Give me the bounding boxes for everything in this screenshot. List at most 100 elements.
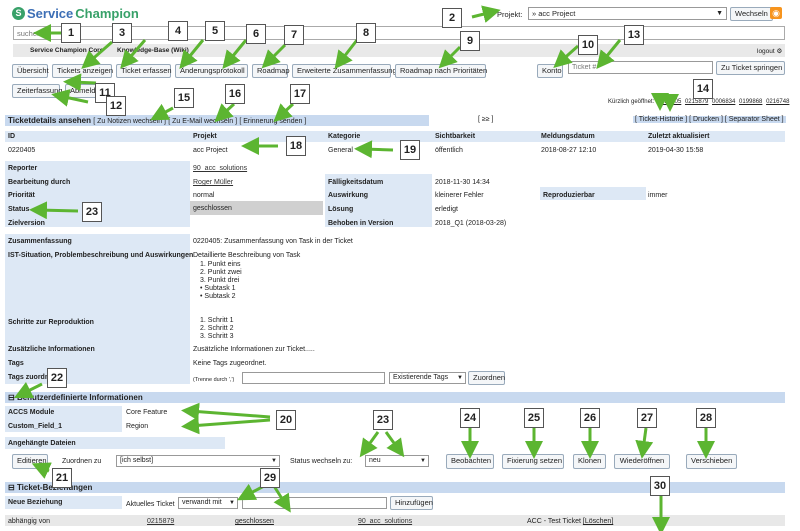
summary-label: Zusammenfassung [8,238,72,245]
col-id: ID [8,133,15,140]
annotation-badge: 26 [580,408,600,428]
additional-info: Zusätzliche Informationen zur Ticket....… [193,346,315,353]
chevron-down-icon: ▼ [457,375,463,381]
annotation-badge: 27 [637,408,657,428]
jump-to-ticket-button[interactable]: Zu Ticket springen [716,61,785,75]
annotation-badge: 15 [174,88,194,108]
tab-roadmap-priority[interactable]: Roadmap nach Prioritäten [395,64,487,78]
pin-button[interactable]: Fixierung setzen [502,454,564,469]
list-item: 3. Schritt 3 [200,333,234,340]
annotation-arrow [635,427,654,459]
add-relation-button[interactable]: Hinzufügen [390,496,433,510]
recent-ticket-link[interactable]: 0216748 [766,99,790,105]
goto-notes-link[interactable]: [ Zu Notizen wechseln ] [93,118,166,125]
custom-field-label: ACCS Module [8,409,55,416]
annotation-badge: 20 [276,410,296,430]
tab-time-tracking[interactable]: Zeiterfassung [12,84,62,98]
reproducibility: immer [648,192,668,199]
existing-tags-select[interactable]: Existierende Tags ▼ [389,372,466,384]
relation-ticket-input[interactable] [242,497,387,509]
handler-link[interactable]: Roger Müller [193,179,234,186]
recent-ticket-link[interactable]: 0220405 [657,99,682,105]
recent-ticket-link[interactable]: 0199868 [739,99,763,105]
relation-type-select[interactable]: verwandt mit ▼ [178,497,238,509]
tab-roadmap[interactable]: Roadmap [252,64,290,78]
recent-ticket-link[interactable]: 0006834 [712,99,736,105]
goto-email-link[interactable]: [ Zu E-Mail wechseln ] [168,118,238,125]
annotation-badge: 2 [442,8,462,28]
col-updated: Zuletzt aktualisiert [648,133,710,140]
priority: normal [193,192,215,199]
annotation-arrow [181,402,271,421]
assign-tags-button[interactable]: Zuordnen [468,371,505,385]
switch-project-button[interactable]: Wechseln [730,7,773,21]
annotation-arrow [384,431,405,458]
ticket-details-header: Ticketdetails ansehen [ Zu Notizen wechs… [5,115,429,126]
description-label: IST-Situation, Problembeschreibung und A… [8,252,194,259]
col-category: Kategorie [328,133,361,140]
related-ticket-user[interactable]: 90_acc_solutions [358,518,413,525]
rss-icon[interactable]: ◉ [770,7,782,19]
status-label: Status [8,206,30,213]
tags-input[interactable] [242,372,385,384]
send-reminder-link[interactable]: [ Erinnerung senden ] [239,118,307,125]
annotation-badge: 10 [578,35,598,55]
annotation-badge: 8 [356,23,376,43]
tags-hint: (Trenne durch ',') [193,377,235,383]
chevron-down-icon: ▼ [716,10,723,17]
tab-overview[interactable]: Übersicht [12,64,49,78]
annotation-badge: 5 [205,21,225,41]
recent-ticket-link[interactable]: 0215879 [684,99,709,105]
recently-opened: Kürzlich geöffnet: 0220405 0215879 00068… [608,99,789,105]
label-column-bg [5,496,122,509]
next-ticket-link[interactable]: [ ≥≥ ] [478,116,494,123]
project-select[interactable]: » acc Project ▼ [528,7,727,20]
logout-link[interactable]: logout ⚙ [757,48,783,55]
crumb-core[interactable]: Service Champion Core [30,47,104,54]
reopen-button[interactable]: Wiederöffnen [614,454,670,469]
fixed-version-label: Behoben in Version [328,220,394,227]
priority-label: Priorität [8,192,35,199]
custom-fields-header[interactable]: ⊟ Benutzerdefinierte Informationen [5,392,785,403]
related-ticket-link[interactable]: 0215879 [147,518,175,525]
annotation-badge: 22 [47,368,67,388]
annotation-arrow [471,5,501,23]
ticket-header-links[interactable]: [ Ticket-Historie ] [ Drucken ] [ Separa… [633,116,786,123]
crumb-kb[interactable]: Knowledge-Base (Wiki) [117,47,189,54]
tab-create-ticket[interactable]: Ticket erfassen [116,64,172,78]
chevron-down-icon: ▼ [420,458,426,464]
logo-icon: S [12,7,25,20]
tab-extended-summary[interactable]: Erweiterte Zusammenfassung [292,64,397,78]
delete-relation-link[interactable]: [Löschen] [582,518,614,525]
annotation-badge: 7 [284,25,304,45]
tab-view-tickets[interactable]: Tickets anzeigen [52,64,113,78]
existing-tags-value: Existierende Tags [393,374,449,381]
table-row [5,515,785,526]
repro-steps-label: Schritte zur Reproduktion [8,319,94,326]
clone-button[interactable]: Klonen [573,454,606,469]
move-button[interactable]: Verschieben [686,454,737,469]
reporter-link[interactable]: 90_acc_solutions [193,165,248,172]
ticket-number-input[interactable] [568,61,713,74]
attached-files-label: Angehängte Dateien [8,440,76,447]
ticket-id: 0220405 [8,147,36,154]
list-item: • Subtask 1 [200,285,236,292]
annotation-badge: 6 [246,24,266,44]
tab-changelog[interactable]: Änderungsprotokoll [175,64,248,78]
annotation-badge: 29 [260,468,280,488]
custom-field-value: Core Feature [126,409,168,416]
assign-to-select[interactable]: [ich selbst] ▼ [116,455,280,467]
due-date: 2018-11-30 14:34 [435,179,490,186]
edit-button[interactable]: Editieren [12,454,48,469]
service-champion-logo[interactable]: S Service Champion [12,6,139,21]
fixed-version: 2018_Q1 (2018-03-28) [435,220,507,227]
recent-label: Kürzlich geöffnet: [608,99,655,105]
tab-account[interactable]: Konto [537,64,563,78]
list-item: 1. Schritt 1 [200,317,234,324]
annotation-badge: 17 [290,84,310,104]
current-ticket-label: Aktuelles Ticket [126,501,175,508]
annotation-badge: 30 [650,476,670,496]
watch-button[interactable]: Beobachten [446,454,494,469]
assign-to-label: Zuordnen zu [62,458,102,465]
change-status-select[interactable]: neu ▼ [365,455,429,467]
